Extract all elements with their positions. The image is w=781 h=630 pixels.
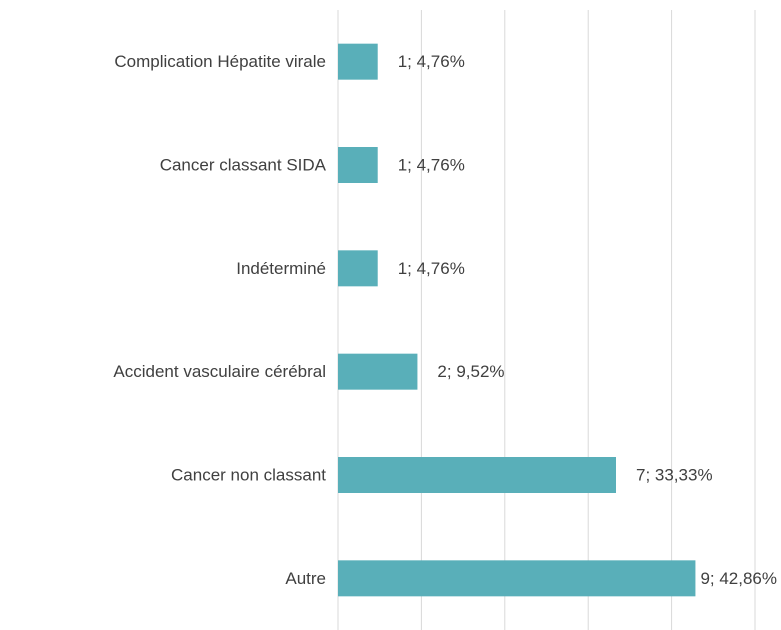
- y-tick-label: Cancer classant SIDA: [160, 155, 327, 174]
- y-tick-label: Autre: [285, 569, 326, 588]
- bar: [338, 457, 616, 493]
- bar: [338, 560, 696, 597]
- data-label: 1; 4,76%: [398, 52, 465, 71]
- y-tick-label: Complication Hépatite virale: [114, 52, 326, 71]
- bar: [338, 43, 378, 80]
- y-tick-label: Cancer non classant: [171, 465, 326, 484]
- bar: [338, 250, 378, 287]
- y-tick-label: Accident vasculaire cérébral: [113, 362, 326, 381]
- data-label: 2; 9,52%: [437, 362, 504, 381]
- bar: [338, 147, 378, 183]
- data-label: 1; 4,76%: [398, 155, 465, 174]
- bar: [338, 353, 418, 390]
- data-label: 1; 4,76%: [398, 259, 465, 278]
- y-tick-label: Indéterminé: [236, 259, 326, 278]
- data-label: 9; 42,86%: [700, 569, 777, 588]
- data-label: 7; 33,33%: [636, 465, 713, 484]
